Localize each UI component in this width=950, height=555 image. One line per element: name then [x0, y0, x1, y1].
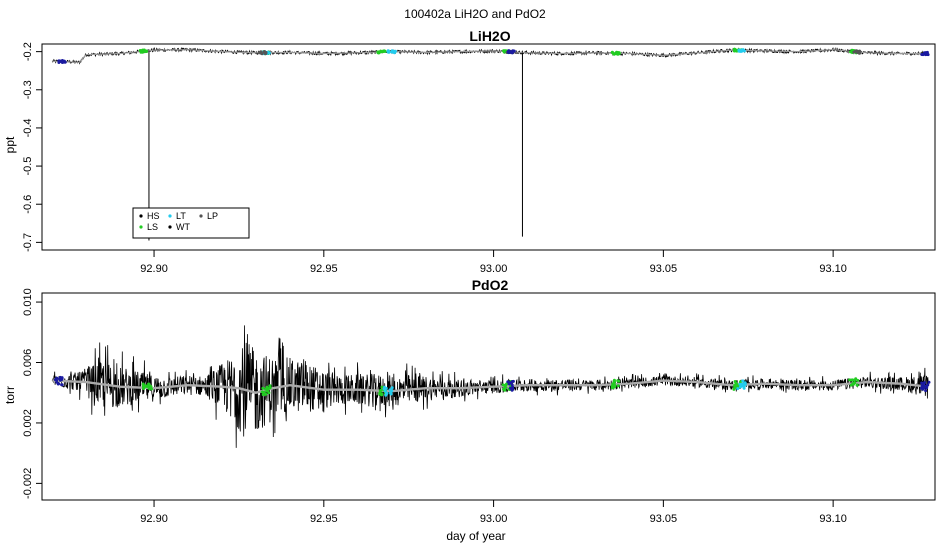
x-tick-label: 92.90	[140, 513, 168, 525]
legend-entry-wt: WT	[168, 222, 190, 232]
marker-cluster-lt	[737, 48, 746, 53]
series-pdo2-smooth	[52, 379, 929, 394]
y-tick-label: -0.002	[22, 468, 34, 499]
y-axis-label-pdo2: torr	[3, 386, 17, 404]
marker-cluster-lt	[736, 379, 747, 391]
legend-entry-hs: HS	[139, 211, 160, 221]
marker-cluster-lt	[386, 49, 397, 55]
panel-pdo2: PdO2 92.90 92.95 93.00 93.05 93.10 -0.002 0.00…	[3, 277, 936, 543]
svg-text:LT: LT	[176, 211, 186, 221]
series-lih2o-smooth	[52, 49, 929, 63]
x-tick-label: 93.00	[480, 513, 508, 525]
pdo2-axes: 92.90 92.95 93.00 93.05 93.10 -0.002 0.002 0.00…	[22, 288, 936, 525]
lih2o-axes: 92.90 92.95 93.00 93.05 93.10 -0.2 -0.3 -0.4 -0.…	[22, 42, 936, 275]
marker-cluster-ls	[141, 382, 153, 391]
marker-cluster-lp	[852, 49, 862, 55]
pdo2-plot-area	[51, 325, 931, 448]
figure-supertitle: 100402a LiH2O and PdO2	[404, 7, 546, 21]
x-tick-label: 93.05	[650, 263, 678, 275]
x-tick-label: 92.95	[310, 513, 338, 525]
y-tick-label: 0.010	[22, 288, 34, 316]
marker-cluster-pt	[920, 50, 930, 57]
marker-cluster-pt	[57, 59, 67, 64]
marker-cluster-lt	[382, 385, 394, 397]
y-tick-label: 0.002	[22, 409, 34, 437]
svg-text:LS: LS	[147, 222, 158, 232]
x-axis-label: day of year	[446, 529, 505, 543]
marker-cluster-ls	[376, 49, 387, 55]
marker-cluster-ls	[260, 384, 272, 397]
marker-cluster-ls	[610, 50, 621, 56]
legend-entry-lt: LT	[168, 211, 186, 221]
legend-entry-ls: LS	[139, 222, 158, 232]
marker-cluster-pt	[53, 375, 64, 387]
svg-text:HS: HS	[147, 211, 160, 221]
y-tick-label: -0.4	[22, 118, 34, 137]
y-tick-label: -0.3	[22, 80, 34, 99]
y-tick-label: -0.7	[22, 233, 34, 252]
y-tick-label: -0.2	[22, 42, 34, 61]
marker-cluster-ls	[138, 48, 149, 54]
marker-cluster-lp	[258, 50, 268, 56]
panel-lih2o: LiH2O 92.90 92.95 93.00 93.05 93.10 -0.2 -0.3 -…	[3, 28, 936, 275]
series-pdo2-raw	[51, 325, 929, 448]
y-tick-label: -0.5	[22, 157, 34, 176]
chart-title-lih2o: LiH2O	[469, 28, 510, 44]
y-tick-label: -0.6	[22, 195, 34, 214]
plot-frame	[41, 292, 936, 501]
marker-cluster-pt	[506, 379, 515, 392]
x-tick-label: 93.10	[819, 263, 847, 275]
svg-text:LP: LP	[207, 211, 218, 221]
legend-box	[132, 207, 250, 239]
marker-cluster-ls	[610, 378, 621, 390]
marker-cluster-ls	[848, 377, 860, 387]
marker-cluster-pt	[506, 49, 516, 55]
svg-text:WT: WT	[176, 222, 190, 232]
x-tick-label: 92.95	[310, 263, 338, 275]
lih2o-plot-area	[51, 46, 930, 241]
x-tick-label: 93.00	[480, 263, 508, 275]
legend-entry-lp: LP	[199, 211, 218, 221]
chart-title-pdo2: PdO2	[472, 277, 509, 293]
x-tick-label: 92.90	[140, 263, 168, 275]
marker-cluster-pt	[920, 380, 931, 393]
x-tick-label: 93.10	[819, 513, 847, 525]
y-axis-label-lih2o: ppt	[3, 136, 17, 153]
x-tick-label: 93.05	[650, 513, 678, 525]
y-tick-label: 0.006	[22, 349, 34, 377]
